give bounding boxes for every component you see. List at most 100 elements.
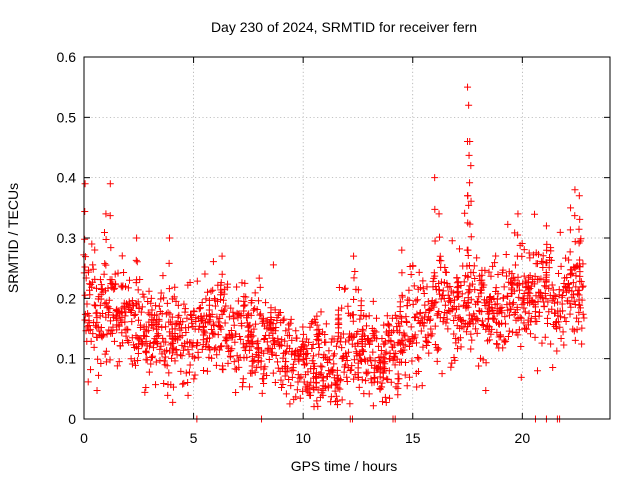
data-point	[350, 356, 358, 364]
data-point	[409, 262, 417, 270]
data-point	[209, 286, 217, 294]
data-point	[337, 334, 345, 342]
data-point	[400, 331, 408, 339]
data-point	[315, 344, 323, 352]
data-point	[579, 282, 587, 290]
data-point	[343, 377, 351, 385]
data-point	[389, 356, 397, 364]
data-point	[499, 266, 507, 274]
y-tick-label: 0.5	[57, 109, 77, 125]
data-point	[131, 310, 139, 318]
y-tick-label: 0	[68, 411, 76, 427]
data-point	[96, 327, 104, 335]
data-point	[306, 323, 314, 331]
data-point	[398, 269, 406, 277]
data-point	[510, 310, 518, 318]
data-point	[113, 362, 121, 370]
data-point	[565, 256, 573, 264]
data-point	[317, 362, 325, 370]
data-point	[161, 353, 169, 361]
data-point	[548, 281, 556, 289]
x-tick-label: 15	[405, 430, 421, 446]
data-point	[100, 270, 108, 278]
data-point	[369, 402, 377, 410]
data-point	[351, 267, 359, 275]
data-point	[478, 266, 486, 274]
data-point	[143, 356, 151, 364]
data-point	[114, 307, 122, 315]
data-point	[466, 179, 474, 187]
data-point	[549, 363, 557, 371]
data-point	[111, 284, 119, 292]
data-point	[549, 286, 557, 294]
data-point	[172, 297, 180, 305]
data-point	[538, 294, 546, 302]
data-point	[144, 309, 152, 317]
data-point	[552, 293, 560, 301]
data-point	[415, 355, 423, 363]
data-point	[556, 323, 564, 331]
data-point	[436, 252, 444, 260]
data-point	[566, 270, 574, 278]
data-point	[231, 338, 239, 346]
data-point	[110, 337, 118, 345]
data-point	[438, 370, 446, 378]
data-point	[292, 327, 300, 335]
data-point	[102, 358, 110, 366]
data-point	[299, 337, 307, 345]
data-point	[93, 309, 101, 317]
data-point	[162, 323, 170, 331]
data-point	[493, 328, 501, 336]
data-point	[372, 328, 380, 336]
data-point	[413, 339, 421, 347]
data-point	[118, 283, 126, 291]
data-point	[157, 289, 165, 297]
data-point	[566, 310, 574, 318]
data-point	[190, 375, 198, 383]
data-point	[96, 301, 104, 309]
data-point	[88, 283, 96, 291]
data-point	[432, 298, 440, 306]
data-point	[313, 321, 321, 329]
data-point	[551, 299, 559, 307]
data-point	[332, 392, 340, 400]
data-point	[280, 315, 288, 323]
data-point	[330, 360, 338, 368]
data-point	[263, 338, 271, 346]
data-point	[138, 303, 146, 311]
data-point	[576, 256, 584, 264]
x-tick-label: 5	[190, 430, 198, 446]
data-point	[441, 263, 449, 271]
data-point	[360, 348, 368, 356]
data-point	[191, 354, 199, 362]
data-point	[515, 326, 523, 334]
data-point	[428, 330, 436, 338]
data-point	[274, 358, 282, 366]
data-point	[241, 301, 249, 309]
data-point	[204, 288, 212, 296]
data-point	[387, 338, 395, 346]
data-point	[580, 314, 588, 322]
data-point	[571, 336, 579, 344]
data-point	[485, 268, 493, 276]
data-point	[433, 357, 441, 365]
data-point	[520, 319, 528, 327]
data-point	[501, 338, 509, 346]
data-point	[186, 368, 194, 376]
data-point	[454, 345, 462, 353]
data-point	[566, 226, 574, 234]
data-point	[121, 312, 129, 320]
data-point	[233, 283, 241, 291]
data-point	[87, 366, 95, 374]
data-point	[373, 314, 381, 322]
data-point	[491, 315, 499, 323]
data-point	[435, 210, 443, 218]
data-point	[229, 308, 237, 316]
data-point	[431, 299, 439, 307]
data-point	[542, 268, 550, 276]
data-point	[381, 350, 389, 358]
data-point	[219, 366, 227, 374]
data-point	[122, 283, 130, 291]
data-point	[255, 344, 263, 352]
data-point	[545, 264, 553, 272]
